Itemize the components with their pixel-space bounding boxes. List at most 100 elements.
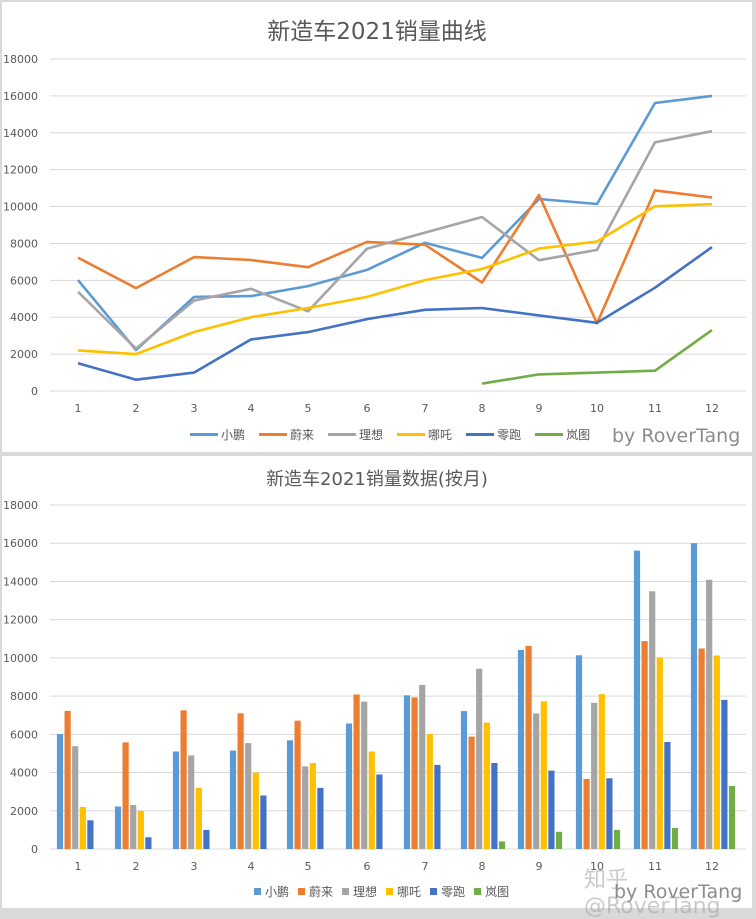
bar-理想 <box>302 766 309 849</box>
bar-理想 <box>706 579 713 849</box>
bar-理想 <box>476 668 483 849</box>
legend-item: 岚图 <box>535 426 590 443</box>
bar-蔚来 <box>525 645 532 849</box>
x-tick-label: 4 <box>248 860 255 873</box>
line-series-岚图 <box>481 329 713 385</box>
legend-item: 零跑 <box>466 426 521 443</box>
y-tick-label: 18000 <box>3 499 38 512</box>
y-tick-label: 16000 <box>3 537 38 550</box>
legend-square-swatch-icon <box>386 888 394 895</box>
line-chart-plot: 0 2000 4000 6000 8000 10000 12000 14000 16000 180… <box>3 53 746 415</box>
bar-小鹏 <box>345 723 353 849</box>
bar-零跑 <box>721 699 728 849</box>
legend-label: 岚图 <box>566 428 591 442</box>
bar-岚图 <box>728 785 736 849</box>
x-tick-label: 9 <box>536 860 543 873</box>
legend-label: 蔚来 <box>290 428 315 442</box>
y-tick-label: 16000 <box>3 90 38 103</box>
bar-零跑 <box>376 774 383 849</box>
bar-小鹏 <box>229 750 237 849</box>
bar-理想 <box>361 701 368 849</box>
legend-line-swatch-icon <box>397 433 426 436</box>
bar-蔚来 <box>294 720 301 849</box>
bar-零跑 <box>434 764 441 849</box>
legend-line-swatch-icon <box>190 433 218 436</box>
bar-小鹏 <box>56 734 64 849</box>
x-tick-label: 1 <box>75 860 82 873</box>
bar-蔚来 <box>698 648 705 849</box>
legend-item: 小鹏 <box>254 883 289 900</box>
bar-chart-legend: 小鹏 蔚来 理想 哪吒 零跑 岚图 <box>254 883 518 900</box>
bar-小鹏 <box>690 543 698 849</box>
bar-岚图 <box>613 829 621 849</box>
legend-item: 理想 <box>328 426 383 443</box>
y-tick-label: 14000 <box>3 575 38 588</box>
bar-岚图 <box>498 841 506 849</box>
legend-square-swatch-icon <box>298 888 306 895</box>
bar-哪吒 <box>309 763 316 849</box>
y-tick-label: 14000 <box>3 127 38 140</box>
legend-label: 岚图 <box>485 885 510 899</box>
bar-哪吒 <box>656 657 663 849</box>
bar-理想 <box>591 702 598 849</box>
bar-chart-panel: 新造车2021销量数据(按月) 0 2000 4000 6000 8000 10000 12… <box>2 456 752 919</box>
bar-蔚来 <box>237 713 244 849</box>
x-tick-label: 6 <box>364 402 371 415</box>
y-tick-label: 0 <box>31 385 38 398</box>
x-tick-label: 6 <box>364 860 371 873</box>
line-series-哪吒 <box>77 202 713 356</box>
bar-哪吒 <box>137 810 144 849</box>
line-series-理想 <box>77 129 713 350</box>
bar-小鹏 <box>172 751 180 849</box>
y-tick-label: 8000 <box>10 237 38 250</box>
x-tick-label: 3 <box>191 402 198 415</box>
bar-零跑 <box>664 742 671 849</box>
bar-哪吒 <box>252 772 259 849</box>
x-tick-label: 5 <box>305 860 312 873</box>
legend-label: 小鹏 <box>265 885 290 899</box>
legend-label: 哪吒 <box>397 885 422 899</box>
x-tick-label: 2 <box>133 860 140 873</box>
x-tick-label: 5 <box>305 402 312 415</box>
legend-label: 零跑 <box>497 428 522 442</box>
y-tick-label: 2000 <box>10 805 38 818</box>
y-tick-label: 12000 <box>3 614 38 627</box>
x-tick-label: 8 <box>479 402 486 415</box>
line-chart-title: 新造车2021销量曲线 <box>267 19 487 45</box>
legend-item: 岚图 <box>474 883 509 900</box>
bar-蔚来 <box>180 710 187 849</box>
x-tick-label: 4 <box>248 402 255 415</box>
bar-零跑 <box>145 837 152 849</box>
legend-item: 哪吒 <box>397 426 452 443</box>
y-tick-label: 10000 <box>3 652 38 665</box>
bar-理想 <box>533 713 540 849</box>
y-tick-label: 6000 <box>10 274 38 287</box>
bar-蔚来 <box>353 694 360 849</box>
legend-label: 零跑 <box>441 885 466 899</box>
legend-square-swatch-icon <box>430 888 438 895</box>
x-tick-label: 12 <box>705 402 719 415</box>
bar-零跑 <box>260 795 267 849</box>
line-chart-legend: 小鹏 蔚来 理想 哪吒 零跑 岚图 <box>190 426 604 443</box>
bar-理想 <box>245 743 252 849</box>
bar-chart-plot: 0 2000 4000 6000 8000 10000 12000 14000 16000 180… <box>3 499 746 873</box>
bar-小鹏 <box>403 695 411 849</box>
legend-line-swatch-icon <box>535 433 564 436</box>
x-tick-label: 7 <box>422 402 429 415</box>
bar-理想 <box>72 746 79 849</box>
line-chart-credit: by RoverTang <box>612 425 741 447</box>
bar-哪吒 <box>195 787 202 849</box>
legend-item: 小鹏 <box>190 426 245 443</box>
y-tick-label: 8000 <box>10 690 38 703</box>
legend-label: 理想 <box>359 428 384 442</box>
bar-理想 <box>419 684 426 849</box>
x-tick-label: 11 <box>648 860 662 873</box>
line-chart-panel: 新造车2021销量曲线 0 2000 4000 6000 8000 10000 12000 1… <box>2 2 752 452</box>
line-series-蔚来 <box>77 189 713 325</box>
bar-哪吒 <box>540 701 547 849</box>
legend-line-swatch-icon <box>259 433 288 436</box>
bar-小鹏 <box>633 550 641 849</box>
bar-哪吒 <box>483 722 490 849</box>
legend-item: 蔚来 <box>259 426 314 443</box>
bar-岚图 <box>671 828 679 849</box>
